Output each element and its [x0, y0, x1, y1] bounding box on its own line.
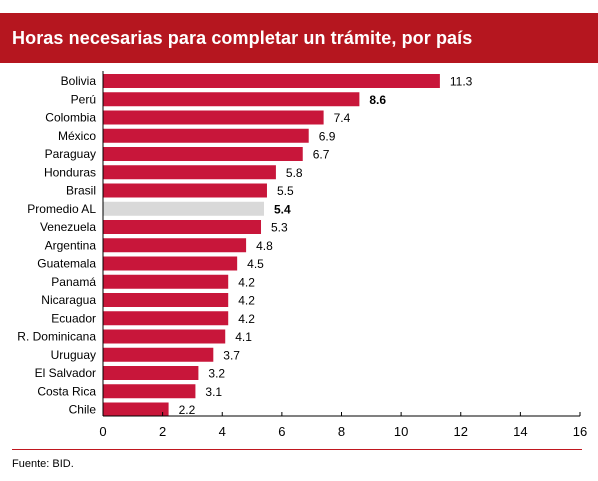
value-label: 2.2: [179, 403, 196, 417]
value-label: 5.5: [277, 184, 294, 198]
chart-title: Horas necesarias para completar un trámi…: [12, 28, 473, 48]
category-label: Perú: [71, 92, 96, 106]
bar: [103, 293, 229, 307]
bar: [103, 128, 309, 143]
category-label: Brasil: [66, 184, 96, 198]
category-label: Guatemala: [37, 257, 96, 271]
category-label: Argentina: [45, 238, 97, 252]
category-label: Uruguay: [51, 348, 96, 362]
x-tick-label: 6: [278, 424, 285, 439]
bar: [103, 92, 360, 107]
value-label: 5.3: [271, 221, 288, 235]
bar: [103, 274, 229, 289]
bar: [103, 201, 264, 216]
bar: [103, 238, 247, 253]
category-label: Panamá: [51, 275, 96, 289]
category-label: Nicaragua: [41, 293, 96, 307]
value-label: 4.8: [256, 239, 273, 253]
bar: [103, 183, 267, 198]
bar: [103, 220, 262, 234]
value-label: 5.4: [274, 202, 291, 216]
value-label: 3.2: [208, 367, 225, 381]
category-label: Paraguay: [45, 147, 96, 161]
value-label: 3.1: [205, 385, 222, 399]
bar: [103, 165, 276, 180]
value-label: 4.2: [238, 312, 255, 326]
value-label: 4.2: [238, 275, 255, 289]
bar: [103, 147, 303, 161]
bar: [103, 311, 229, 326]
x-tick-label: 14: [513, 424, 527, 439]
value-label: 3.7: [223, 348, 240, 362]
value-label: 8.6: [369, 93, 386, 107]
value-label: 6.9: [319, 129, 336, 143]
value-label: 4.2: [238, 294, 255, 308]
bar: [103, 384, 196, 399]
value-label: 5.8: [286, 166, 303, 180]
x-tick-label: 12: [454, 424, 468, 439]
category-label: Ecuador: [51, 311, 96, 325]
category-label: Bolivia: [61, 74, 97, 88]
x-tick-label: 8: [338, 424, 345, 439]
category-label: Costa Rica: [37, 384, 96, 398]
bar: [103, 256, 238, 271]
bar: [103, 110, 324, 125]
x-tick-label: 4: [219, 424, 226, 439]
category-label: Promedio AL: [27, 202, 96, 216]
value-label: 6.7: [313, 148, 330, 162]
source-note: Fuente: BID.: [12, 458, 74, 470]
bar: [103, 329, 226, 344]
value-label: 7.4: [334, 111, 351, 125]
bar: [103, 74, 440, 88]
category-label: Chile: [69, 403, 97, 417]
footer-rule: [12, 449, 582, 450]
x-tick-label: 10: [394, 424, 408, 439]
category-label: Colombia: [45, 111, 96, 125]
category-label: México: [58, 129, 96, 143]
category-label: Honduras: [44, 165, 96, 179]
bar: [103, 402, 169, 417]
category-label: R. Dominicana: [17, 330, 96, 344]
category-label: Venezuela: [40, 220, 96, 234]
x-tick-label: 0: [99, 424, 106, 439]
value-label: 11.3: [450, 75, 473, 89]
value-label: 4.1: [235, 330, 252, 344]
value-label: 4.5: [247, 257, 264, 271]
x-tick-label: 2: [159, 424, 166, 439]
title-bar: Horas necesarias para completar un trámi…: [0, 13, 598, 63]
bar: [103, 347, 214, 362]
bar: [103, 366, 199, 380]
x-tick-label: 16: [573, 424, 587, 439]
category-label: El Salvador: [35, 366, 96, 380]
